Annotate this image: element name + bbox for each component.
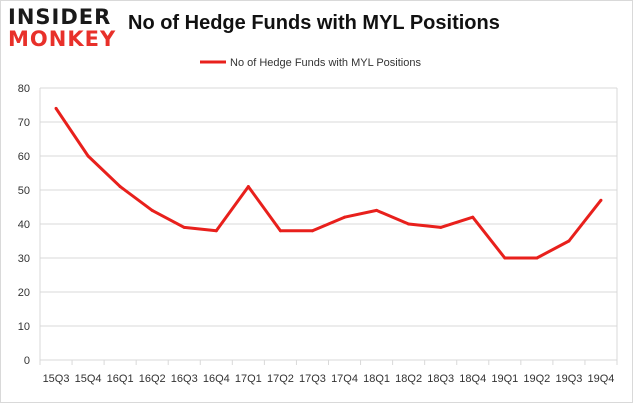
data-point	[310, 229, 314, 233]
y-axis-ticks: 0 10 20 30 40 50 60 70 80	[18, 83, 30, 367]
data-point	[471, 215, 475, 219]
x-tick-label: 15Q3	[43, 373, 70, 385]
data-point	[375, 208, 379, 212]
y-tick-label: 10	[18, 321, 30, 333]
x-tick-label: 16Q4	[203, 373, 230, 385]
data-point	[278, 229, 282, 233]
x-tick-label: 19Q2	[523, 373, 550, 385]
y-tick-label: 20	[18, 287, 30, 299]
y-tick-label: 70	[18, 117, 30, 129]
insider-monkey-logo: INSIDER MONKEY	[8, 6, 120, 50]
x-tick-label: 19Q4	[588, 373, 615, 385]
x-tick-label: 17Q1	[235, 373, 262, 385]
data-point	[535, 256, 539, 260]
x-tick-label: 17Q4	[331, 373, 358, 385]
data-point	[214, 229, 218, 233]
logo-line-monkey: MONKEY	[8, 27, 117, 51]
data-point	[246, 185, 250, 189]
data-point	[343, 215, 347, 219]
data-point	[54, 106, 58, 110]
x-tick-label: 18Q3	[427, 373, 454, 385]
y-tick-label: 0	[24, 355, 30, 367]
data-point	[503, 256, 507, 260]
y-tick-label: 40	[18, 219, 30, 231]
data-point	[567, 239, 571, 243]
data-point	[407, 222, 411, 226]
data-point	[118, 185, 122, 189]
data-point	[599, 198, 603, 202]
data-point	[182, 225, 186, 229]
y-tick-label: 60	[18, 151, 30, 163]
x-tick-label: 18Q4	[459, 373, 486, 385]
logo-line-insider: INSIDER	[8, 5, 112, 29]
series-line	[54, 107, 603, 260]
y-tick-label: 30	[18, 253, 30, 265]
legend: No of Hedge Funds with MYL Positions	[200, 57, 421, 69]
data-point	[439, 225, 443, 229]
x-tick-label: 17Q3	[299, 373, 326, 385]
x-tick-label: 18Q2	[395, 373, 422, 385]
x-tick-label: 16Q1	[107, 373, 134, 385]
x-tick-label: 17Q2	[267, 373, 294, 385]
data-point	[150, 208, 154, 212]
chart-title: No of Hedge Funds with MYL Positions	[128, 12, 500, 34]
x-tick-label: 19Q3	[555, 373, 582, 385]
x-tick-label: 18Q1	[363, 373, 390, 385]
legend-label: No of Hedge Funds with MYL Positions	[230, 57, 421, 69]
data-point	[86, 154, 90, 158]
x-tick-label: 16Q3	[171, 373, 198, 385]
y-tick-label: 50	[18, 185, 30, 197]
x-tick-label: 16Q2	[139, 373, 166, 385]
x-axis-ticks: 15Q3 15Q4 16Q1 16Q2 16Q3 16Q4 17Q1 17Q2 17Q3 17Q4…	[43, 373, 615, 385]
x-tick-label: 15Q4	[75, 373, 102, 385]
y-tick-label: 80	[18, 83, 30, 95]
grid-lines	[39, 87, 618, 365]
series-layer	[54, 106, 603, 260]
x-tick-label: 19Q1	[491, 373, 518, 385]
